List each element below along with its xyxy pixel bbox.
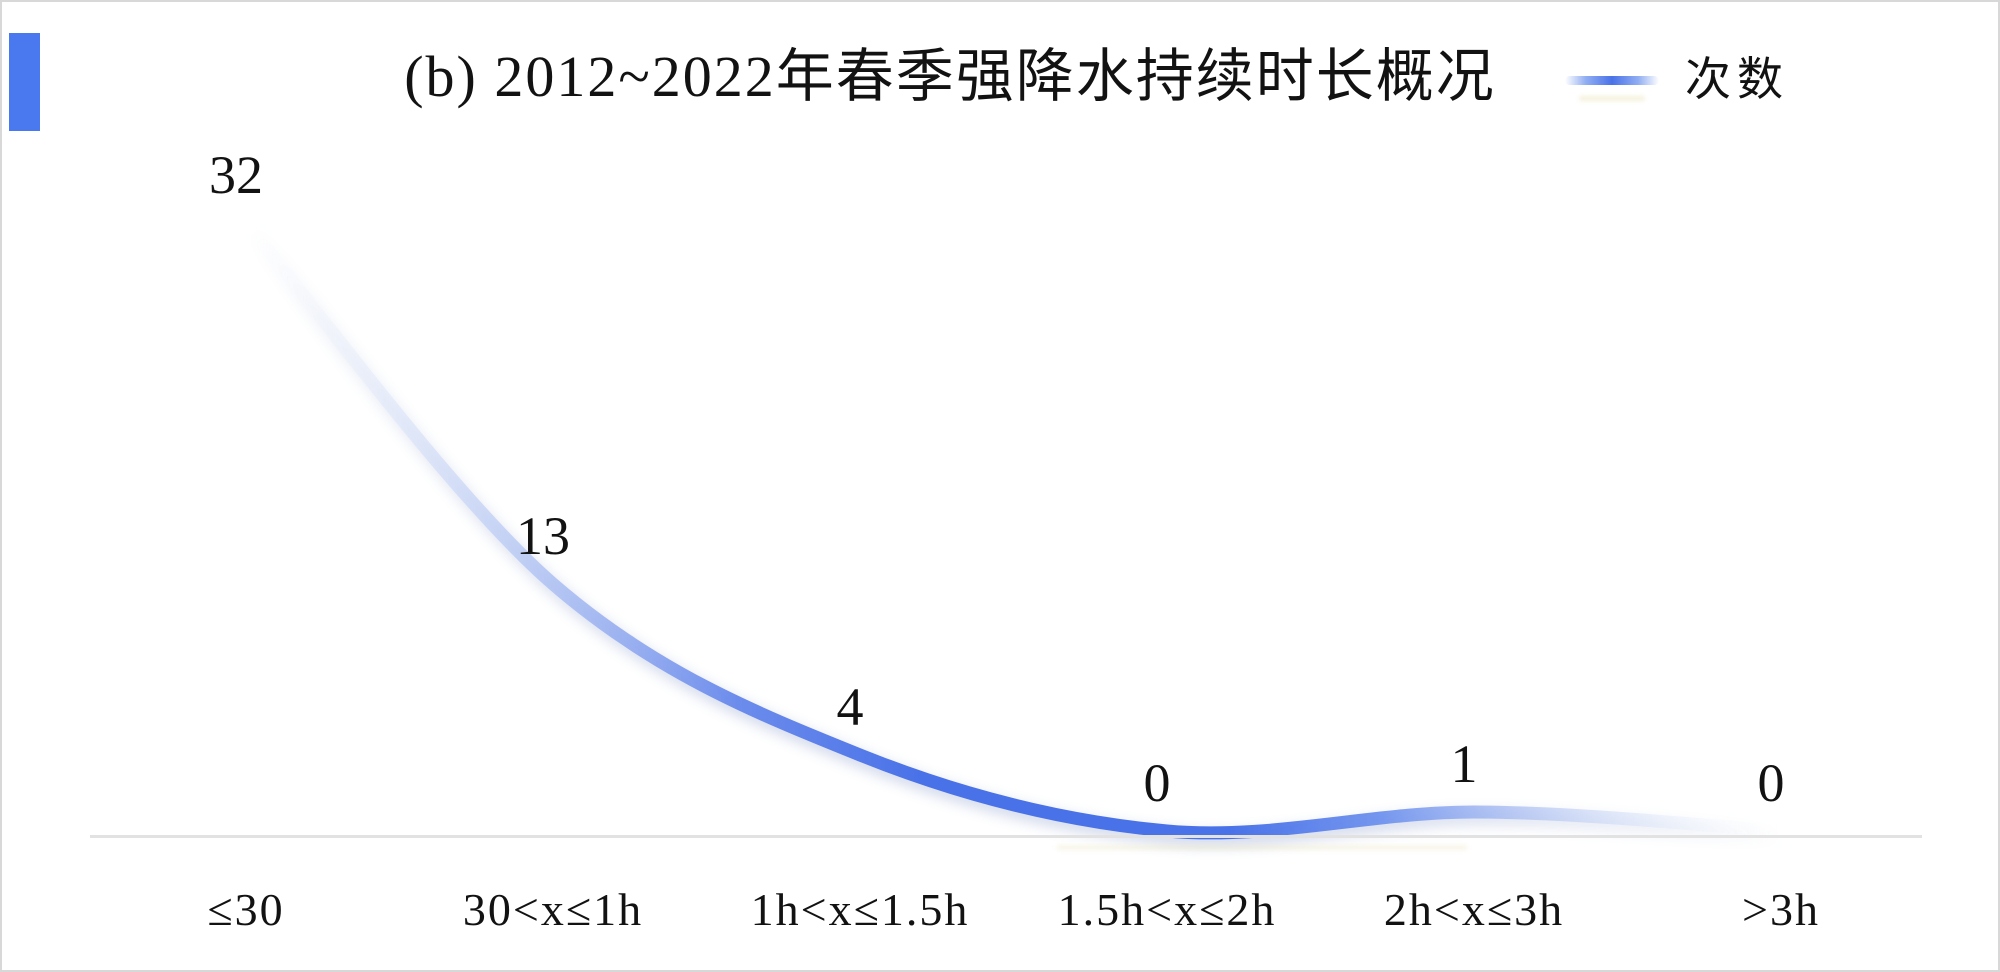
x-axis-label: 30<x≤1h [462, 884, 644, 935]
chart-title: (b) 2012~2022年春季强降水持续时长概况 [404, 44, 1496, 109]
legend: 次数 [1565, 52, 1789, 108]
x-axis-label: 2h<x≤3h [1383, 884, 1565, 935]
x-axis-label: >3h [1742, 884, 1820, 935]
data-label: 0 [1143, 753, 1171, 813]
series-curve [239, 216, 1788, 840]
data-label: 0 [1757, 753, 1785, 813]
data-label: 4 [836, 677, 864, 737]
data-label: 13 [516, 506, 570, 566]
data-label: 1 [1450, 734, 1478, 794]
x-axis-line [90, 835, 1922, 838]
axis-shadow-artifact [1057, 845, 1467, 850]
x-axis-label: ≤30 [207, 884, 285, 935]
accent-bar [9, 33, 40, 131]
x-axis-label: 1h<x≤1.5h [750, 884, 970, 935]
legend-line-icon [1565, 75, 1659, 85]
legend-label: 次数 [1685, 54, 1789, 105]
data-label: 32 [209, 145, 263, 205]
x-axis-label: 1.5h<x≤2h [1057, 884, 1277, 935]
